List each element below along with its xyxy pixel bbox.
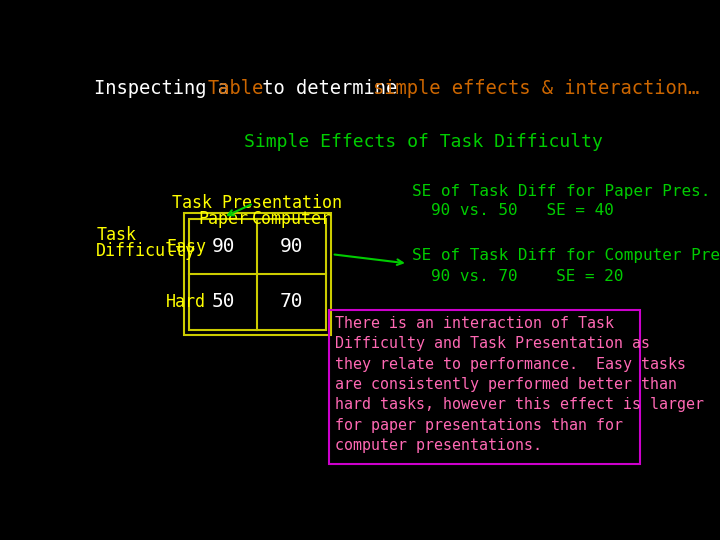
- Text: simple effects & interaction…: simple effects & interaction…: [373, 79, 699, 98]
- Text: Inspecting a: Inspecting a: [94, 79, 240, 98]
- Text: 90: 90: [212, 237, 235, 256]
- Text: 90: 90: [280, 237, 303, 256]
- Text: Task: Task: [96, 226, 136, 245]
- Text: SE of Task Diff for Paper Pres.: SE of Task Diff for Paper Pres.: [412, 184, 710, 199]
- Text: Paper: Paper: [198, 210, 248, 227]
- Text: Computer: Computer: [251, 210, 331, 227]
- Text: 50: 50: [212, 293, 235, 312]
- Text: SE of Task Diff for Computer Pres.: SE of Task Diff for Computer Pres.: [412, 248, 720, 263]
- Text: Task Presentation: Task Presentation: [172, 194, 343, 212]
- Text: Difficulty: Difficulty: [96, 242, 196, 260]
- Text: Simple Effects of Task Difficulty: Simple Effects of Task Difficulty: [244, 132, 603, 151]
- Text: 90 vs. 50   SE = 40: 90 vs. 50 SE = 40: [431, 204, 614, 218]
- Bar: [184, 213, 331, 335]
- Text: Hard: Hard: [166, 293, 206, 311]
- Text: 90 vs. 70    SE = 20: 90 vs. 70 SE = 20: [431, 269, 624, 284]
- Bar: [189, 219, 325, 330]
- Text: to determine: to determine: [251, 79, 408, 98]
- Text: There is an interaction of Task
Difficulty and Task Presentation as
they relate : There is an interaction of Task Difficul…: [335, 316, 704, 453]
- Text: Table: Table: [207, 79, 264, 98]
- Text: 70: 70: [280, 293, 303, 312]
- Bar: [329, 309, 640, 464]
- Text: Easy: Easy: [166, 238, 206, 255]
